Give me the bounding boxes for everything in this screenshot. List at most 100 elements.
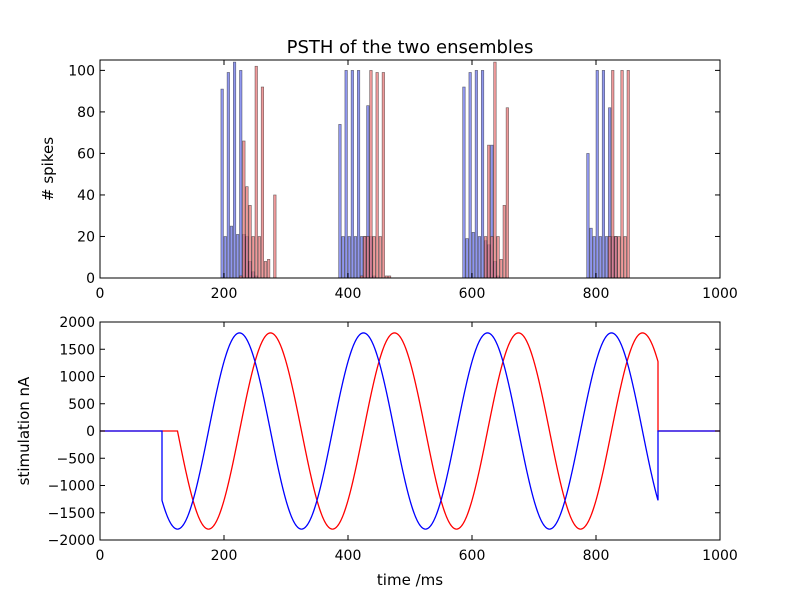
psth-red-bar [499,259,503,279]
psth-red-bar [502,205,506,279]
psth-x-tick-label: 0 [96,286,105,302]
psth-x-tick-label: 800 [583,286,610,302]
psth-y-tick-label: 0 [86,271,95,287]
stimulation-x-tick-label: 800 [583,548,610,564]
psth-panel: PSTH of the two ensembles 0 200 400 600 800 1… [39,37,738,302]
psth-x-tick-label: 200 [211,286,238,302]
psth-red-bar [608,236,612,279]
psth-blue-bar [236,234,240,279]
psth-blue-bar [220,88,224,279]
psth-blue-bar [356,70,361,279]
psth-blue-bar [604,236,609,279]
psth-blue-bar [477,236,482,279]
psth-y-tick-label: 20 [77,229,95,245]
psth-title: PSTH of the two ensembles [287,37,534,58]
psth-axes-frame [99,59,721,279]
stimulation-y-tick-label: 500 [68,397,95,413]
psth-red-bar [487,144,491,279]
psth-y-tick-label: 100 [68,63,95,79]
stimulation-lines [100,332,720,530]
psth-x-ticks: 0 200 400 600 800 1000 [96,60,738,302]
psth-blue-bar [589,227,593,279]
psth-red-bar [267,259,271,279]
psth-red-bar [363,236,367,279]
psth-y-tick-label: 40 [77,188,95,204]
stimulation-y-tick-label: 1000 [59,370,95,386]
psth-blue-bar [595,70,599,279]
psth-red-bar [620,70,624,279]
psth-blue-bar [226,72,230,279]
psth-y-axis-label: # spikes [39,137,57,201]
psth-blue-bar [223,236,227,279]
psth-x-tick-label: 600 [459,286,486,302]
psth-blue-bar [360,236,364,279]
stimulation-y-tick-label: −500 [57,451,95,467]
psth-blue-bar [350,70,354,279]
stimulation-y-axis-label: stimulation nA [15,376,33,485]
psth-red-bar [369,70,373,279]
psth-red-bar [242,140,246,279]
psth-red-bar [251,236,255,279]
psth-red-bar [248,205,252,279]
psth-red-bar [505,107,509,279]
psth-blue-bar [586,153,590,279]
psth-blue-bar [468,72,472,279]
psth-red-bar [375,72,379,279]
stimulation-y-tick-label: −2000 [48,533,95,549]
psth-red-bar [614,236,618,279]
stimulation-panel: 0 200 400 600 800 1000 2000 1500 1000 500 0 −500 −1… [15,315,738,589]
psth-blue-bar [338,124,342,279]
psth-red-bar [611,70,615,279]
psth-red-bar [257,236,261,279]
stimulation-y-tick-label: 2000 [59,315,95,331]
psth-y-tick-label: 80 [77,105,95,121]
psth-red-bar [260,86,265,279]
stimulation-y-tick-label: 0 [86,424,95,440]
psth-blue-bar [353,236,358,279]
psth-red-bar [626,70,630,279]
psth-red-bar [493,61,497,279]
stimulation-red-line [100,332,720,530]
psth-red-bar [484,236,488,279]
psth-x-tick-label: 1000 [702,286,738,302]
stimulation-y-ticks: 2000 1500 1000 500 0 −500 −1000 −1500 −2000 [48,315,720,549]
stimulation-y-tick-label: −1500 [48,506,95,522]
stimulation-x-ticks: 0 200 400 600 800 1000 [96,322,738,564]
stimulation-x-tick-label: 1000 [702,548,738,564]
stimulation-y-tick-label: −1000 [48,479,95,495]
stimulation-x-tick-label: 400 [335,548,362,564]
psth-blue-bar [592,236,596,279]
psth-red-bar [263,261,268,279]
stimulation-x-tick-label: 0 [96,548,105,564]
psth-red-bar [496,236,500,279]
psth-red-bar [254,65,258,279]
psth-red-bar [245,186,249,279]
stimulation-y-tick-label: 1500 [59,342,95,358]
psth-blue-bar [341,236,345,279]
psth-y-tick-label: 60 [77,146,95,162]
stimulation-x-axis-label: time /ms [377,571,443,589]
psth-blue-bar [344,70,348,279]
psth-blue-bar [480,70,485,279]
psth-red-bar [617,236,621,279]
psth-blue-bar [462,86,466,279]
psth-red-bar [372,236,376,279]
psth-red-bar [623,236,627,279]
psth-blue-bar [239,70,243,279]
psth-red-bar [378,236,382,279]
psth-red-bar [273,194,277,279]
psth-blue-bar [465,238,469,279]
psth-red-bar [490,236,494,279]
psth-red-bar [381,72,385,279]
stimulation-x-tick-label: 600 [459,548,486,564]
psth-blue-bar [233,61,237,279]
psth-blue-bar [598,236,602,279]
stimulation-blue-line [100,332,720,530]
psth-x-tick-label: 400 [335,286,362,302]
psth-blue-bar [601,70,606,279]
psth-y-ticks: 0 20 40 60 80 100 [68,63,720,287]
psth-blue-bar [474,70,478,279]
psth-blue-bar [471,232,475,279]
